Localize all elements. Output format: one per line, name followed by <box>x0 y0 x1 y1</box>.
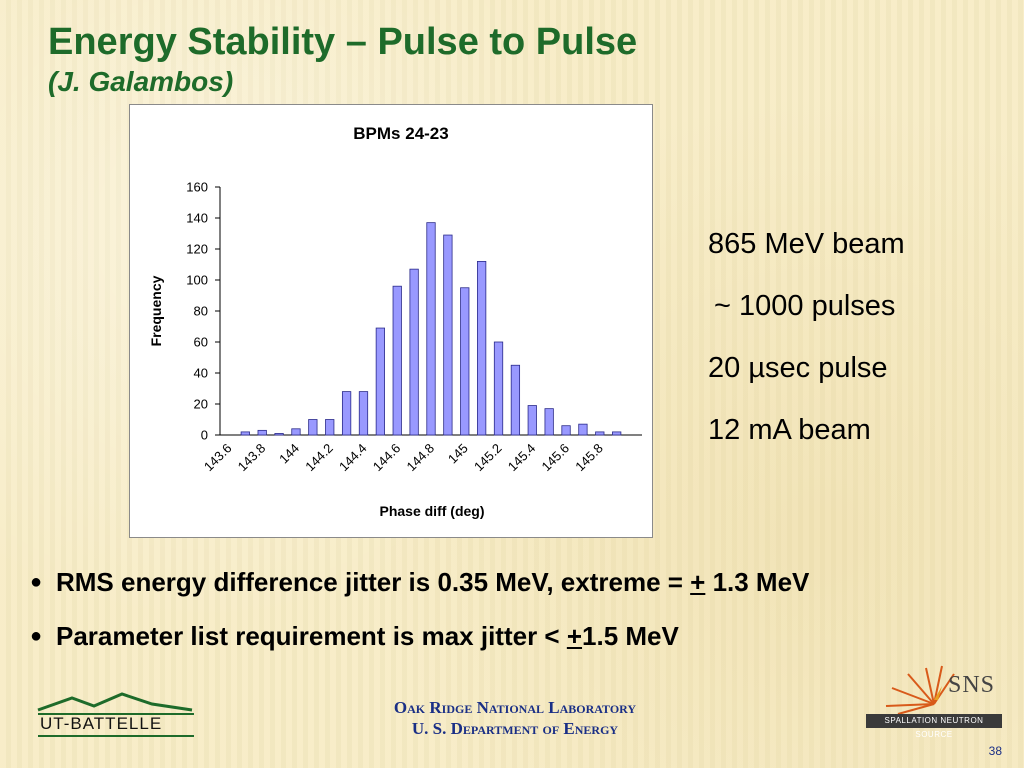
bullet-dot-icon: ● <box>30 625 43 647</box>
histogram-bar <box>274 433 284 436</box>
x-tick-label: 143.8 <box>235 441 269 475</box>
x-tick-label: 144 <box>276 441 302 467</box>
y-tick-label: 160 <box>186 180 208 195</box>
bullet-dot-icon: ● <box>30 571 43 593</box>
histogram-bar <box>375 327 385 436</box>
chart-title: BPMs 24-23 <box>353 124 448 143</box>
histogram-bar <box>460 287 470 436</box>
histogram-bar <box>578 423 588 436</box>
x-tick-label: 144.4 <box>336 441 370 475</box>
y-axis-label: Frequency <box>148 275 164 346</box>
param-pulse-count: ~ 1000 pulses <box>714 290 896 322</box>
histogram-bar <box>358 391 369 436</box>
histogram-bar <box>426 222 436 436</box>
y-tick-label: 80 <box>194 304 208 319</box>
chart-panel: BPMs 24-23 0 20 40 60 80 100 120 140 160 143.6 143.… <box>129 104 653 538</box>
histogram-bar <box>240 431 250 436</box>
x-tick-label: 144.2 <box>302 441 336 475</box>
histogram-bar <box>325 419 335 436</box>
histogram-bar <box>561 425 571 436</box>
histogram-bar <box>493 341 504 436</box>
sns-logo-burst-icon <box>885 665 955 715</box>
histogram-bar <box>527 405 537 436</box>
histogram-bar <box>477 260 487 436</box>
y-tick-label: 100 <box>186 273 208 288</box>
bullet-item: ● Parameter list requirement is max jitt… <box>30 620 970 652</box>
x-tick-label: 145.2 <box>471 441 505 475</box>
y-tick-label: 40 <box>194 366 208 381</box>
x-tick-label: 144.6 <box>370 441 404 475</box>
footer-organization: Oak Ridge National Laboratory U. S. Depa… <box>300 698 730 740</box>
histogram-bar <box>308 419 318 436</box>
param-beam-current: 12 mA beam <box>708 414 871 446</box>
bullet-item: ● RMS energy difference jitter is 0.35 M… <box>30 566 970 598</box>
footer-org-line2: U. S. Department of Energy <box>411 719 619 738</box>
y-tick-label: 140 <box>186 211 208 226</box>
histogram-bar <box>612 431 622 436</box>
bullet-text: Parameter list requirement is max jitter… <box>56 621 679 651</box>
y-tick-label: 0 <box>201 428 208 443</box>
sns-logo-subtext: SPALLATION NEUTRON SOURCE <box>866 714 1002 739</box>
histogram-bar <box>510 364 521 436</box>
histogram-chart: BPMs 24-23 0 20 40 60 80 100 120 140 160 143.6 143.… <box>148 124 642 519</box>
bullet-list: ● RMS energy difference jitter is 0.35 M… <box>30 566 970 652</box>
ut-battelle-logo <box>37 692 194 737</box>
histogram-bar <box>257 429 267 436</box>
bullet-text: RMS energy difference jitter is 0.35 MeV… <box>56 567 810 597</box>
x-tick-label: 145.6 <box>539 441 573 475</box>
footer-org-line1: Oak Ridge National Laboratory <box>393 698 637 717</box>
sns-logo-text: SNS <box>948 672 996 698</box>
slide-title: Energy Stability – Pulse to Pulse <box>48 21 638 63</box>
y-tick-label: 20 <box>194 397 208 412</box>
param-pulse-length: 20 µsec pulse <box>708 352 888 384</box>
slide-subtitle: (J. Galambos) <box>48 66 234 97</box>
histogram-bar <box>595 431 605 436</box>
x-axis-label: Phase diff (deg) <box>379 503 484 519</box>
histogram-bar <box>341 391 352 436</box>
x-tick-label: 144.8 <box>404 441 438 475</box>
x-tick-label: 145.4 <box>505 441 539 475</box>
histogram-bar <box>544 408 554 436</box>
histogram-bar <box>409 268 419 436</box>
ut-battelle-logo-text: UT-BATTELLE <box>40 714 163 733</box>
y-tick-label: 60 <box>194 335 208 350</box>
x-tick-label: 143.6 <box>201 441 235 475</box>
histogram-bar <box>392 285 402 436</box>
histogram-bar <box>443 234 453 436</box>
x-tick-label: 145 <box>445 441 471 467</box>
page-number: 38 <box>988 744 1002 758</box>
beam-parameters: 865 MeV beam ~ 1000 pulses 20 µsec pulse… <box>708 222 1008 470</box>
x-tick-label: 145.8 <box>572 441 606 475</box>
param-beam-energy: 865 MeV beam <box>708 228 905 260</box>
histogram-bar <box>291 428 301 436</box>
y-tick-label: 120 <box>186 242 208 257</box>
